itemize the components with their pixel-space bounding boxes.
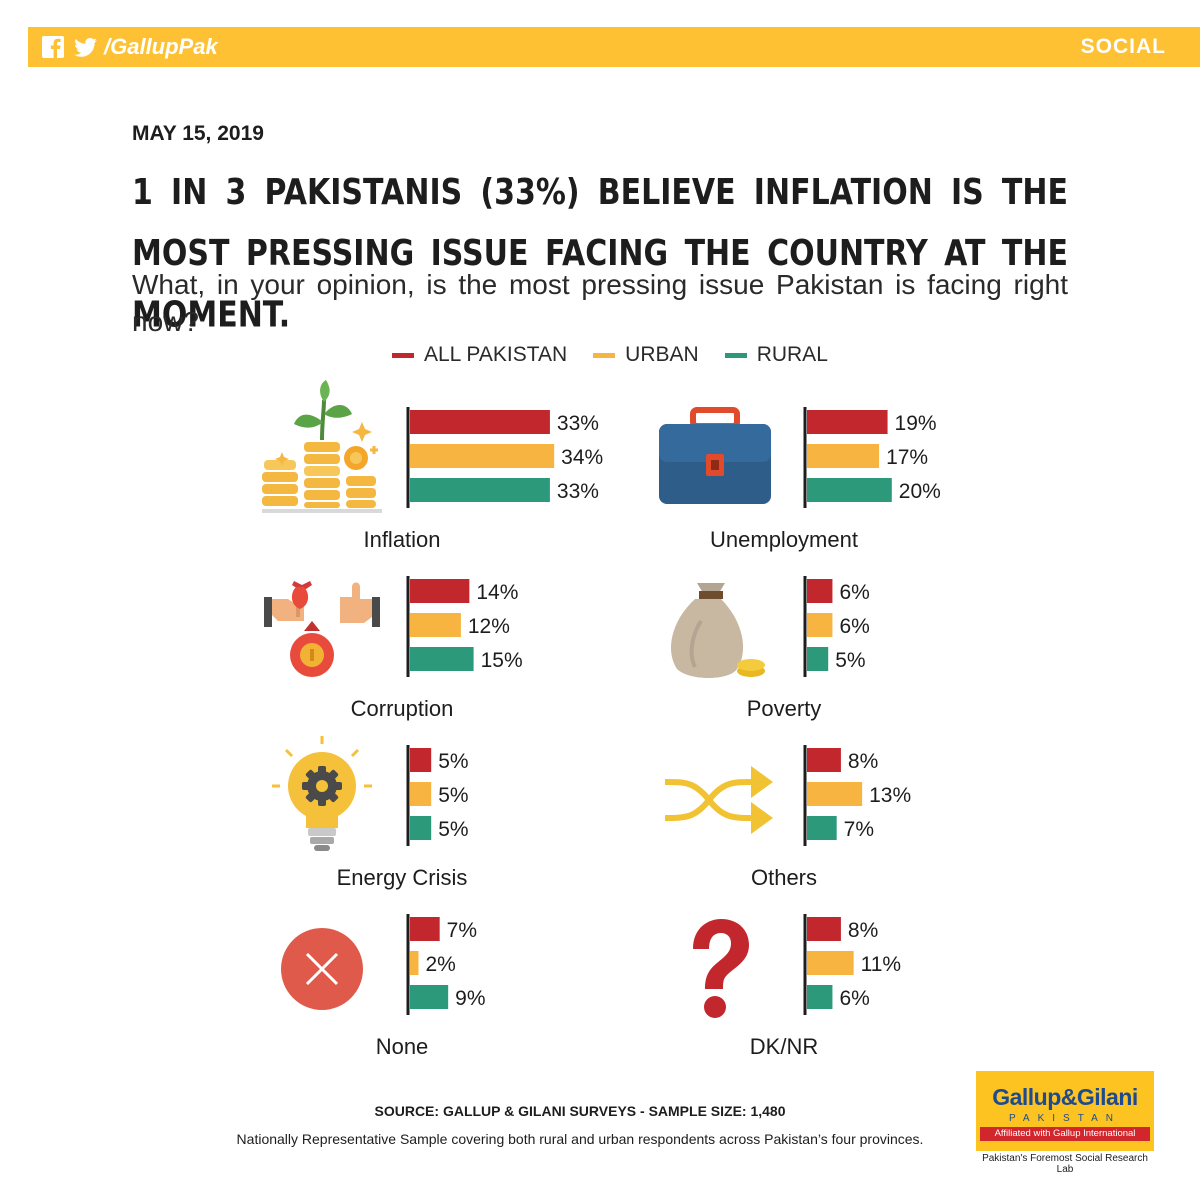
category-label-dk-nr: DK/NR (750, 1034, 818, 1059)
legend-swatch (724, 352, 747, 358)
data-label: 2% (425, 953, 455, 976)
category-label-corruption: Corruption (351, 696, 454, 721)
data-label: 14% (476, 581, 518, 604)
data-label: 5% (835, 649, 865, 672)
cross-circle-icon (281, 928, 363, 1010)
shuffle-arrows-icon (664, 766, 773, 834)
data-label: 11% (861, 953, 901, 976)
bar-dk-nr-urban (807, 951, 854, 975)
data-label: 12% (468, 615, 510, 638)
coins-plant-icon (262, 380, 382, 513)
bar-unemployment-all-pakistan (807, 410, 888, 434)
category-label-unemployment: Unemployment (710, 527, 858, 552)
data-label: 15% (481, 649, 523, 672)
publish-date: MAY 15, 2019 (132, 122, 264, 145)
data-label: 17% (886, 446, 928, 469)
briefcase-icon (659, 407, 771, 504)
bar-inflation-urban (410, 444, 555, 468)
data-label: 20% (899, 480, 941, 503)
chart-legend: ALL PAKISTAN URBAN RURAL (392, 343, 854, 367)
data-label: 6% (839, 581, 869, 604)
bar-none-rural (410, 985, 449, 1009)
social-handle[interactable]: /GallupPak (104, 34, 218, 59)
data-label: 8% (848, 750, 878, 773)
footer-note: Nationally Representative Sample coverin… (236, 1131, 924, 1147)
data-label: 19% (895, 412, 937, 435)
footer-source: SOURCE: GALLUP & GILANI SURVEYS - SAMPLE… (374, 1103, 786, 1119)
data-label: 6% (839, 615, 869, 638)
legend-label: RURAL (756, 343, 828, 366)
data-label: 7% (844, 818, 874, 841)
data-label: 33% (557, 480, 599, 503)
category-label-none: None (376, 1034, 429, 1059)
data-label: 9% (455, 987, 485, 1010)
twitter-icon[interactable] (74, 38, 97, 57)
bribe-handshake-icon (264, 581, 380, 677)
question-mark-icon (693, 919, 749, 1018)
legend-swatch (392, 352, 414, 358)
legend-item-urban: URBAN (593, 343, 699, 367)
lightbulb-gear-icon (272, 736, 372, 851)
category-label-others: Others (751, 865, 817, 890)
legend-item-all-pakistan: ALL PAKISTAN (392, 343, 567, 367)
bar-poverty-all-pakistan (807, 579, 833, 603)
logo-country: PAKISTAN (1009, 1113, 1121, 1124)
bar-others-rural (807, 816, 837, 840)
legend-label: URBAN (625, 343, 699, 366)
bar-none-urban (410, 951, 419, 975)
bar-dk-nr-all-pakistan (807, 917, 841, 941)
logo-brand: Gallup&Gilani (992, 1084, 1138, 1110)
bar-corruption-rural (410, 647, 474, 671)
logo-affiliation: Affiliated with Gallup International (980, 1127, 1150, 1141)
bar-none-all-pakistan (410, 917, 440, 941)
data-label: 6% (839, 987, 869, 1010)
data-label: 5% (438, 784, 468, 807)
data-label: 34% (561, 446, 603, 469)
bar-poverty-urban (807, 613, 833, 637)
gallup-gilani-logo: Gallup&Gilani PAKISTAN Affiliated with G… (976, 1071, 1154, 1175)
social-icons (42, 36, 97, 58)
bar-poverty-rural (807, 647, 829, 671)
bar-others-urban (807, 782, 863, 806)
bar-unemployment-urban (807, 444, 880, 468)
survey-question: What, in your opinion, is the most press… (132, 269, 1068, 337)
facebook-icon[interactable] (42, 36, 64, 58)
category-label-energy-crisis: Energy Crisis (337, 865, 468, 890)
bar-inflation-all-pakistan (410, 410, 550, 434)
data-label: 5% (438, 750, 468, 773)
data-label: 7% (447, 919, 477, 942)
logo-tagline: Pakistan's Foremost Social Research Lab (982, 1153, 1148, 1175)
data-label: 8% (848, 919, 878, 942)
category-label-inflation: Inflation (363, 527, 440, 552)
bar-unemployment-rural (807, 478, 892, 502)
legend-swatch (593, 352, 616, 358)
legend-item-rural: RURAL (724, 343, 828, 367)
data-label: 5% (438, 818, 468, 841)
bar-energy-crisis-urban (410, 782, 432, 806)
money-sack-icon (671, 583, 765, 678)
legend-label: ALL PAKISTAN (424, 343, 568, 366)
data-label: 33% (557, 412, 599, 435)
data-label: 13% (869, 784, 911, 807)
category-label-poverty: Poverty (747, 696, 822, 721)
bar-dk-nr-rural (807, 985, 833, 1009)
bar-corruption-all-pakistan (410, 579, 470, 603)
bar-corruption-urban (410, 613, 461, 637)
section-label: SOCIAL (1080, 35, 1166, 58)
bar-others-all-pakistan (807, 748, 841, 772)
bar-inflation-rural (410, 478, 550, 502)
header-bar: /GallupPak SOCIAL (28, 27, 1200, 67)
headline: 1 IN 3 PAKISTANIS (33%) BELIEVE INFLATIO… (132, 171, 1068, 336)
bar-energy-crisis-all-pakistan (410, 748, 432, 772)
bar-energy-crisis-rural (410, 816, 432, 840)
